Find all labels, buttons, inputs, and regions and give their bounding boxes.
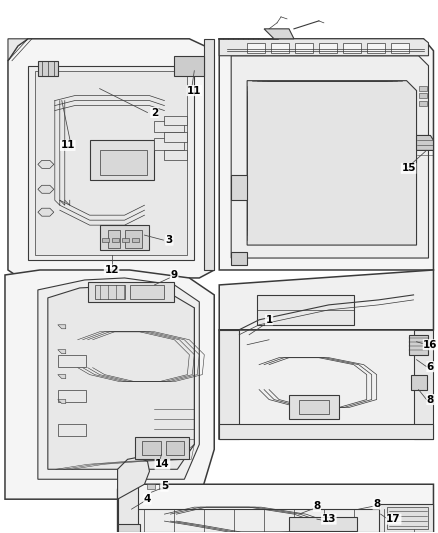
Text: 15: 15	[401, 163, 416, 173]
Polygon shape	[148, 484, 155, 489]
Polygon shape	[367, 43, 385, 53]
Polygon shape	[134, 438, 189, 459]
Polygon shape	[419, 86, 427, 91]
Polygon shape	[409, 335, 428, 354]
Polygon shape	[100, 150, 148, 175]
Polygon shape	[141, 441, 162, 455]
Polygon shape	[58, 354, 86, 367]
Polygon shape	[247, 43, 265, 53]
Polygon shape	[379, 504, 434, 532]
Polygon shape	[130, 285, 164, 299]
Polygon shape	[117, 457, 149, 499]
Polygon shape	[100, 225, 149, 250]
Polygon shape	[343, 43, 361, 53]
Polygon shape	[387, 507, 428, 529]
Text: 8: 8	[373, 499, 380, 509]
Polygon shape	[419, 93, 427, 98]
Polygon shape	[231, 56, 428, 258]
Polygon shape	[174, 56, 204, 76]
Text: 8: 8	[313, 501, 321, 511]
Text: 16: 16	[423, 340, 438, 350]
Polygon shape	[122, 238, 128, 242]
Polygon shape	[271, 43, 289, 53]
Polygon shape	[391, 43, 409, 53]
Polygon shape	[295, 43, 313, 53]
Polygon shape	[164, 133, 187, 142]
Polygon shape	[117, 484, 434, 532]
Polygon shape	[124, 230, 141, 248]
Polygon shape	[264, 29, 294, 39]
Polygon shape	[117, 509, 434, 532]
Polygon shape	[417, 135, 434, 150]
Polygon shape	[48, 286, 194, 469]
Polygon shape	[155, 120, 184, 133]
Polygon shape	[219, 424, 434, 439]
Polygon shape	[289, 517, 357, 531]
Polygon shape	[289, 394, 339, 419]
Text: 5: 5	[161, 481, 168, 491]
Polygon shape	[102, 238, 109, 242]
Polygon shape	[410, 375, 427, 390]
Polygon shape	[219, 39, 428, 56]
Polygon shape	[231, 175, 247, 200]
Polygon shape	[38, 160, 54, 168]
Polygon shape	[58, 375, 66, 378]
Polygon shape	[164, 150, 187, 160]
Polygon shape	[413, 330, 434, 439]
Text: 17: 17	[386, 514, 401, 524]
Polygon shape	[28, 66, 194, 260]
Text: 11: 11	[187, 86, 201, 95]
Polygon shape	[155, 139, 184, 150]
Polygon shape	[159, 484, 167, 489]
Polygon shape	[58, 424, 86, 437]
Polygon shape	[5, 270, 214, 499]
Text: 8: 8	[427, 394, 434, 405]
Polygon shape	[419, 101, 427, 106]
Text: 6: 6	[427, 362, 434, 372]
Polygon shape	[117, 484, 138, 532]
Polygon shape	[231, 252, 247, 265]
Polygon shape	[319, 43, 337, 53]
Polygon shape	[38, 278, 199, 479]
Polygon shape	[58, 350, 66, 354]
Polygon shape	[219, 39, 434, 270]
Polygon shape	[90, 140, 155, 180]
Polygon shape	[38, 61, 58, 76]
Polygon shape	[58, 325, 66, 329]
Polygon shape	[8, 39, 214, 278]
Polygon shape	[88, 282, 174, 302]
Polygon shape	[58, 390, 86, 401]
Text: 13: 13	[321, 514, 336, 524]
Text: 9: 9	[171, 270, 178, 280]
Polygon shape	[112, 238, 119, 242]
Polygon shape	[117, 524, 140, 532]
Polygon shape	[219, 330, 239, 439]
Polygon shape	[219, 330, 434, 439]
Polygon shape	[219, 270, 434, 330]
Polygon shape	[108, 230, 120, 248]
Polygon shape	[204, 39, 214, 270]
Polygon shape	[38, 208, 54, 216]
Polygon shape	[299, 400, 329, 415]
Polygon shape	[8, 39, 28, 61]
Polygon shape	[247, 80, 417, 245]
Polygon shape	[166, 441, 184, 455]
Text: 12: 12	[104, 265, 119, 275]
Polygon shape	[38, 185, 54, 193]
Text: 2: 2	[151, 108, 158, 118]
Polygon shape	[257, 295, 354, 325]
Polygon shape	[164, 116, 187, 125]
Text: 3: 3	[166, 235, 173, 245]
Polygon shape	[131, 238, 138, 242]
Text: 11: 11	[60, 140, 75, 150]
Polygon shape	[35, 71, 187, 255]
Text: 1: 1	[265, 315, 273, 325]
Polygon shape	[58, 400, 66, 403]
Text: 14: 14	[155, 459, 170, 469]
Text: 4: 4	[144, 494, 151, 504]
Polygon shape	[95, 285, 124, 299]
